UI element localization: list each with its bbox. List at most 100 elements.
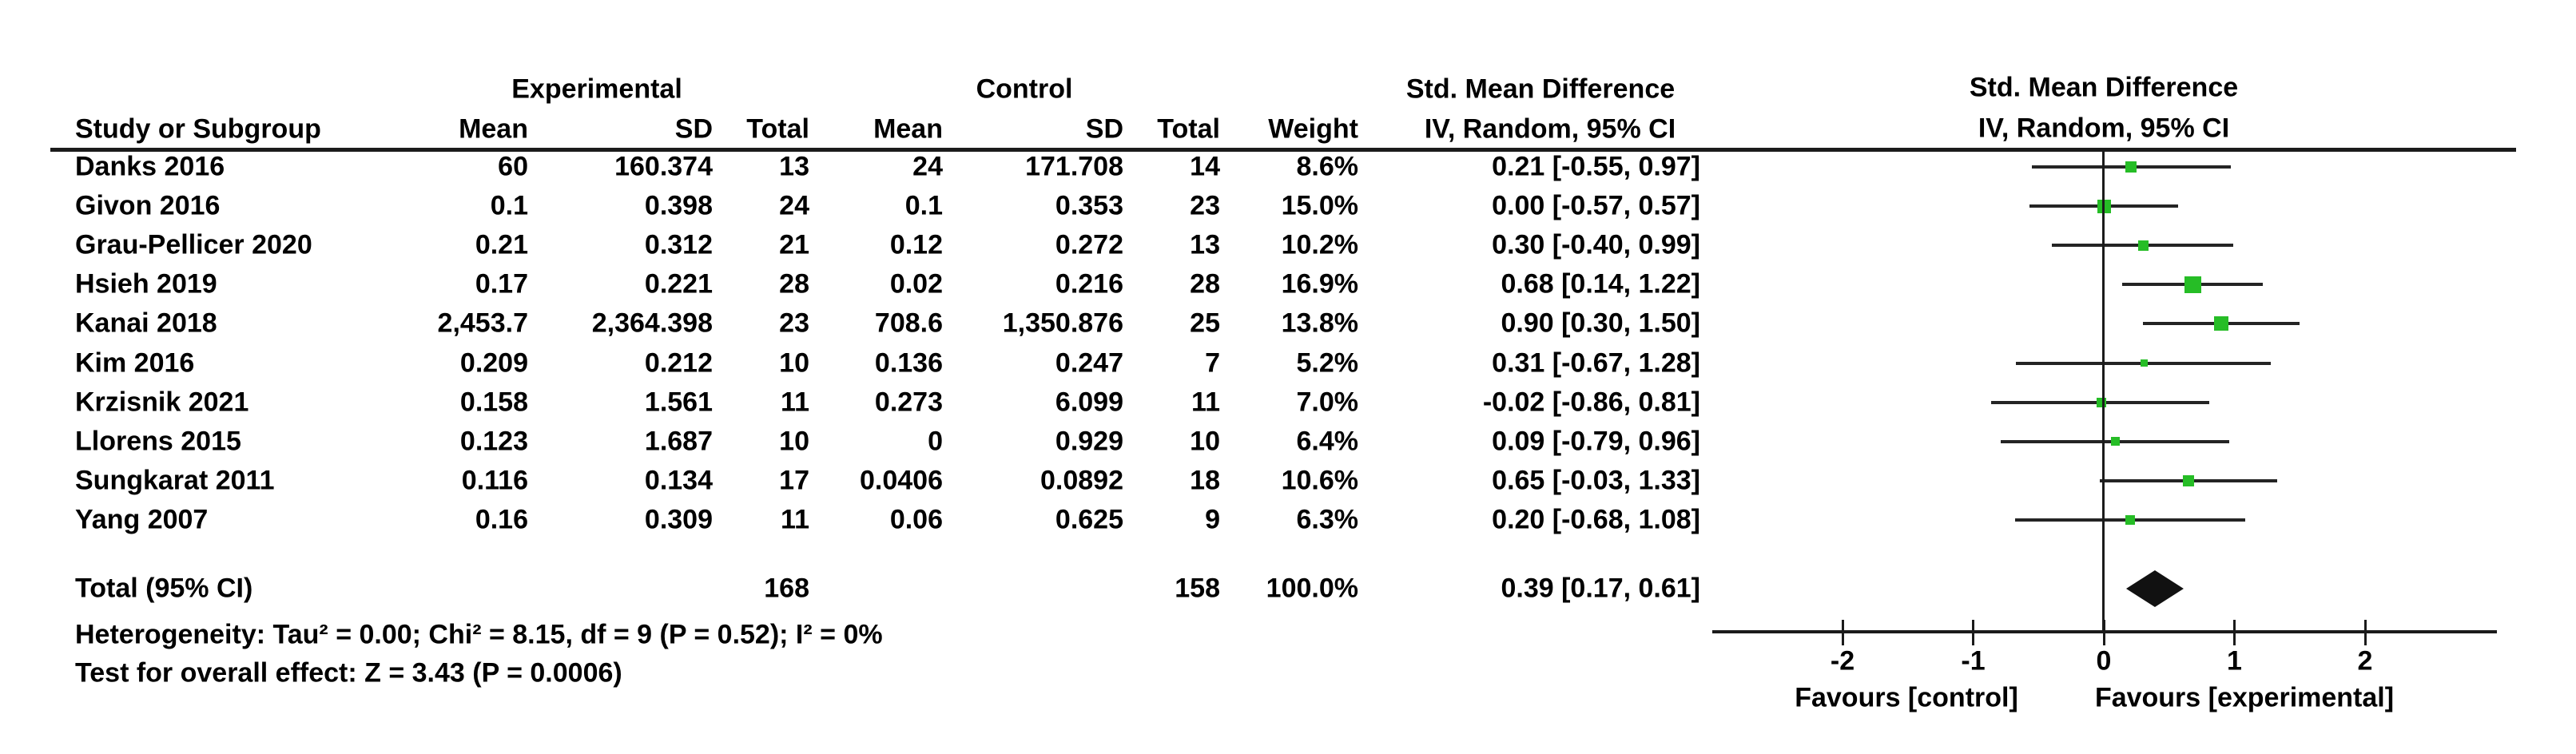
- weight-cell: 10.6%: [1281, 465, 1358, 496]
- ci-text-cell: 0.90 [0.30, 1.50]: [1501, 308, 1700, 339]
- column-header-ctl-total: Total: [1157, 113, 1220, 145]
- axis-tick-mark: [2233, 620, 2236, 645]
- weight-cell: 10.2%: [1281, 229, 1358, 260]
- study-name: Kim 2016: [75, 347, 195, 378]
- weight-cell: 6.4%: [1296, 425, 1359, 456]
- ctl-sd-cell: 1,350.876: [1002, 308, 1123, 339]
- ctl-sd-cell: 0.272: [1055, 229, 1123, 260]
- ctl-total-cell: 11: [1191, 386, 1220, 417]
- ctl-sd-cell: 171.708: [1025, 151, 1123, 182]
- weight-cell: 5.2%: [1296, 347, 1359, 378]
- column-header-ctl-sd: SD: [1085, 113, 1123, 145]
- point-estimate-marker: [2125, 514, 2135, 525]
- ctl-total-cell: 23: [1190, 190, 1220, 221]
- ci-text-cell: 0.68 [0.14, 1.22]: [1501, 268, 1700, 300]
- exp-mean-cell: 2,453.7: [437, 308, 528, 339]
- study-name: Grau-Pellicer 2020: [75, 229, 312, 260]
- ctl-mean-cell: 0.06: [889, 504, 943, 535]
- ctl-total-cell: 25: [1190, 308, 1220, 339]
- study-name: Givon 2016: [75, 190, 221, 221]
- ctl-mean-cell: 0: [928, 425, 943, 456]
- exp-sd-cell: 2,364.398: [591, 308, 713, 339]
- axis-tick-label: 2: [2357, 645, 2373, 677]
- exp-sd-cell: 160.374: [614, 151, 713, 182]
- weight-cell: 15.0%: [1281, 190, 1358, 221]
- exp-mean-cell: 0.17: [475, 268, 528, 300]
- exp-total-cell: 11: [781, 504, 809, 535]
- exp-mean-cell: 0.21: [475, 229, 528, 260]
- ci-text-cell: 0.09 [-0.79, 0.96]: [1492, 425, 1700, 456]
- control-group-header: Control: [976, 73, 1073, 105]
- axis-tick-mark: [2102, 620, 2105, 645]
- total-ctl-total: 158: [1175, 573, 1220, 604]
- column-header-weight: Weight: [1268, 113, 1358, 145]
- overall-effect-note: Test for overall effect: Z = 3.43 (P = 0…: [75, 657, 622, 689]
- exp-mean-cell: 0.209: [459, 347, 528, 378]
- weight-cell: 13.8%: [1281, 308, 1358, 339]
- exp-total-cell: 11: [781, 386, 809, 417]
- study-name: Sungkarat 2011: [75, 465, 275, 496]
- ctl-mean-cell: 0.02: [889, 268, 943, 300]
- column-header-ctl-mean: Mean: [873, 113, 943, 145]
- ctl-total-cell: 14: [1190, 151, 1220, 182]
- exp-sd-cell: 0.312: [644, 229, 713, 260]
- weight-cell: 6.3%: [1296, 504, 1359, 535]
- column-header-exp-sd: SD: [674, 113, 713, 145]
- ctl-mean-cell: 708.6: [874, 308, 943, 339]
- exp-mean-cell: 0.158: [459, 386, 528, 417]
- exp-mean-cell: 0.116: [461, 465, 528, 496]
- exp-sd-cell: 1.561: [644, 386, 713, 417]
- point-estimate-marker: [2183, 474, 2195, 486]
- exp-sd-cell: 1.687: [644, 425, 713, 456]
- ctl-mean-cell: 0.12: [889, 229, 943, 260]
- exp-total-cell: 10: [779, 347, 809, 378]
- ci-text-cell: 0.65 [-0.03, 1.33]: [1492, 465, 1700, 496]
- axis-tick-mark: [1841, 620, 1844, 645]
- point-estimate-marker: [2141, 359, 2149, 367]
- point-estimate-marker: [2184, 276, 2201, 293]
- ctl-sd-cell: 0.353: [1055, 190, 1123, 221]
- study-name: Kanai 2018: [75, 308, 217, 339]
- ctl-sd-cell: 0.0892: [1040, 465, 1123, 496]
- exp-total-cell: 24: [779, 190, 809, 221]
- column-header-study: Study or Subgroup: [75, 113, 321, 145]
- axis-tick-label: -2: [1830, 645, 1855, 677]
- total-exp-total: 168: [764, 573, 809, 604]
- study-name: Yang 2007: [75, 504, 209, 535]
- ctl-sd-cell: 6.099: [1055, 386, 1123, 417]
- heterogeneity-note: Heterogeneity: Tau² = 0.00; Chi² = 8.15,…: [75, 619, 883, 650]
- ctl-total-cell: 10: [1190, 425, 1220, 456]
- exp-sd-cell: 0.212: [644, 347, 713, 378]
- total-effect-diamond: [2125, 570, 2184, 607]
- axis-tick-label: -1: [1961, 645, 1986, 677]
- study-name: Danks 2016: [75, 151, 225, 182]
- exp-total-cell: 28: [779, 268, 809, 300]
- ci-text-cell: 0.30 [-0.40, 0.99]: [1492, 229, 1700, 260]
- column-header-exp-total: Total: [746, 113, 809, 145]
- ctl-total-cell: 28: [1190, 268, 1220, 300]
- exp-mean-cell: 0.1: [490, 190, 528, 221]
- zero-reference-line: [2102, 152, 2105, 632]
- study-name: Krzisnik 2021: [75, 386, 249, 417]
- exp-mean-cell: 0.16: [475, 504, 528, 535]
- ctl-sd-cell: 0.216: [1055, 268, 1123, 300]
- smd-plot-header: Std. Mean Difference: [1969, 72, 2239, 103]
- header-divider-line: [50, 148, 2516, 152]
- exp-total-cell: 21: [779, 229, 809, 260]
- weight-cell: 7.0%: [1296, 386, 1359, 417]
- axis-tick-mark: [2363, 620, 2367, 645]
- total-weight: 100.0%: [1266, 573, 1358, 604]
- axis-tick-mark: [1972, 620, 1974, 645]
- total-row-label: Total (95% CI): [75, 573, 253, 604]
- ctl-total-cell: 7: [1205, 347, 1220, 378]
- ci-text-cell: -0.02 [-0.86, 0.81]: [1482, 386, 1700, 417]
- exp-total-cell: 23: [779, 308, 809, 339]
- point-estimate-marker: [2125, 161, 2137, 173]
- exp-sd-cell: 0.221: [644, 268, 713, 300]
- exp-total-cell: 17: [779, 465, 809, 496]
- ctl-mean-cell: 0.273: [874, 386, 943, 417]
- ctl-mean-cell: 24: [912, 151, 943, 182]
- ci-text-cell: 0.31 [-0.67, 1.28]: [1492, 347, 1700, 378]
- ci-text-cell: 0.21 [-0.55, 0.97]: [1492, 151, 1700, 182]
